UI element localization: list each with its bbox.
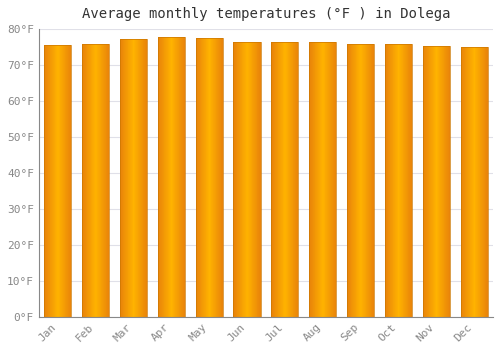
Bar bbox=[385, 44, 412, 317]
Bar bbox=[234, 42, 260, 317]
Bar bbox=[347, 44, 374, 317]
Bar bbox=[422, 46, 450, 317]
Bar bbox=[309, 42, 336, 317]
Bar bbox=[460, 47, 488, 317]
Bar bbox=[271, 42, 298, 317]
Bar bbox=[196, 38, 223, 317]
Bar bbox=[44, 45, 72, 317]
Bar bbox=[82, 44, 109, 317]
Bar bbox=[158, 37, 185, 317]
Title: Average monthly temperatures (°F ) in Dolega: Average monthly temperatures (°F ) in Do… bbox=[82, 7, 450, 21]
Bar bbox=[120, 39, 147, 317]
